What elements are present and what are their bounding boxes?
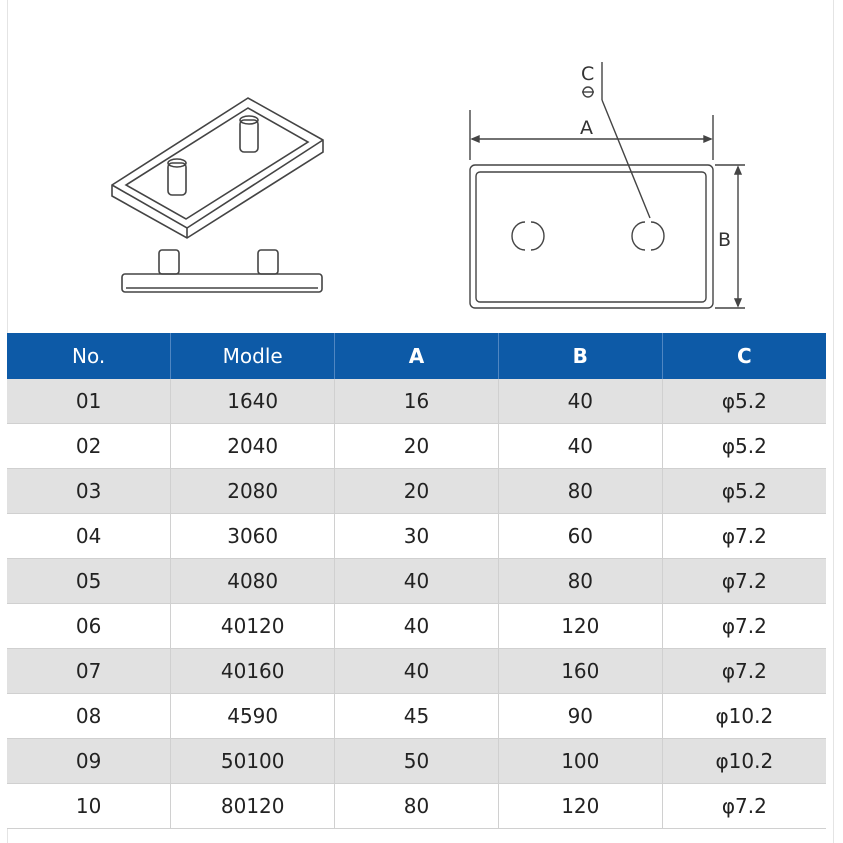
cell-a: 30 bbox=[334, 513, 499, 559]
cell-no: 02 bbox=[7, 423, 172, 469]
cell-model: 3060 bbox=[170, 513, 336, 559]
cell-c: φ10.2 bbox=[662, 738, 826, 784]
table-header-row: No. Modle A B C bbox=[7, 333, 826, 379]
header-c: C bbox=[662, 333, 826, 379]
cell-a: 20 bbox=[334, 468, 499, 514]
cell-a: 20 bbox=[334, 423, 499, 469]
cell-no: 05 bbox=[7, 558, 172, 604]
cell-model: 2040 bbox=[170, 423, 336, 469]
cell-no: 01 bbox=[7, 379, 172, 424]
cell-model: 80120 bbox=[170, 783, 336, 829]
cell-b: 90 bbox=[498, 693, 663, 739]
table-row: 01 1640 16 40 φ5.2 bbox=[7, 379, 826, 424]
cell-c: φ5.2 bbox=[662, 468, 826, 514]
cell-a: 40 bbox=[334, 558, 499, 604]
spec-table: No. Modle A B C 01 1640 16 40 φ5.2 02 2040 20 40… bbox=[7, 333, 826, 829]
cell-model: 4590 bbox=[170, 693, 336, 739]
dimension-label-c: C bbox=[581, 63, 594, 85]
cell-c: φ7.2 bbox=[662, 513, 826, 559]
cell-b: 160 bbox=[498, 648, 663, 694]
cell-a: 40 bbox=[334, 603, 499, 649]
cell-no: 07 bbox=[7, 648, 172, 694]
cell-a: 16 bbox=[334, 379, 499, 424]
cell-a: 40 bbox=[334, 648, 499, 694]
cell-no: 04 bbox=[7, 513, 172, 559]
cell-model: 4080 bbox=[170, 558, 336, 604]
cell-b: 40 bbox=[498, 379, 663, 424]
cell-c: φ7.2 bbox=[662, 558, 826, 604]
top-view bbox=[469, 62, 745, 309]
cell-c: φ10.2 bbox=[662, 693, 826, 739]
cell-model: 40160 bbox=[170, 648, 336, 694]
cell-model: 40120 bbox=[170, 603, 336, 649]
header-a: A bbox=[334, 333, 499, 379]
cell-b: 120 bbox=[498, 603, 663, 649]
header-b: B bbox=[498, 333, 663, 379]
dimension-label-a: A bbox=[580, 117, 593, 139]
table-body: 01 1640 16 40 φ5.2 02 2040 20 40 φ5.2 03 2080 20 80 φ5… bbox=[7, 379, 826, 829]
cell-c: φ7.2 bbox=[662, 648, 826, 694]
cell-b: 120 bbox=[498, 783, 663, 829]
cell-no: 06 bbox=[7, 603, 172, 649]
frame-right-border bbox=[833, 0, 834, 843]
dimension-label-b: B bbox=[718, 229, 731, 251]
cell-no: 09 bbox=[7, 738, 172, 784]
cell-no: 10 bbox=[7, 783, 172, 829]
table-row: 07 40160 40 160 φ7.2 bbox=[7, 648, 826, 694]
cell-a: 50 bbox=[334, 738, 499, 784]
cell-a: 80 bbox=[334, 783, 499, 829]
cell-b: 100 bbox=[498, 738, 663, 784]
table-row: 09 50100 50 100 φ10.2 bbox=[7, 738, 826, 784]
table-row: 04 3060 30 60 φ7.2 bbox=[7, 513, 826, 559]
table-row: 02 2040 20 40 φ5.2 bbox=[7, 423, 826, 469]
table-row: 10 80120 80 120 φ7.2 bbox=[7, 783, 826, 829]
header-model: Modle bbox=[170, 333, 336, 379]
cell-b: 80 bbox=[498, 468, 663, 514]
cell-a: 45 bbox=[334, 693, 499, 739]
cell-model: 1640 bbox=[170, 379, 336, 424]
table-row: 03 2080 20 80 φ5.2 bbox=[7, 468, 826, 514]
cell-c: φ5.2 bbox=[662, 379, 826, 424]
cell-no: 03 bbox=[7, 468, 172, 514]
cell-model: 50100 bbox=[170, 738, 336, 784]
cell-no: 08 bbox=[7, 693, 172, 739]
side-view bbox=[121, 249, 323, 293]
table-row: 05 4080 40 80 φ7.2 bbox=[7, 558, 826, 604]
cell-c: φ5.2 bbox=[662, 423, 826, 469]
technical-drawing: A B C bbox=[111, 62, 745, 309]
table-row: 06 40120 40 120 φ7.2 bbox=[7, 603, 826, 649]
cell-model: 2080 bbox=[170, 468, 336, 514]
table-row: 08 4590 45 90 φ10.2 bbox=[7, 693, 826, 739]
cell-b: 80 bbox=[498, 558, 663, 604]
header-no: No. bbox=[7, 333, 172, 379]
cell-c: φ7.2 bbox=[662, 783, 826, 829]
isometric-view bbox=[111, 97, 324, 239]
cell-b: 40 bbox=[498, 423, 663, 469]
cell-c: φ7.2 bbox=[662, 603, 826, 649]
cell-b: 60 bbox=[498, 513, 663, 559]
